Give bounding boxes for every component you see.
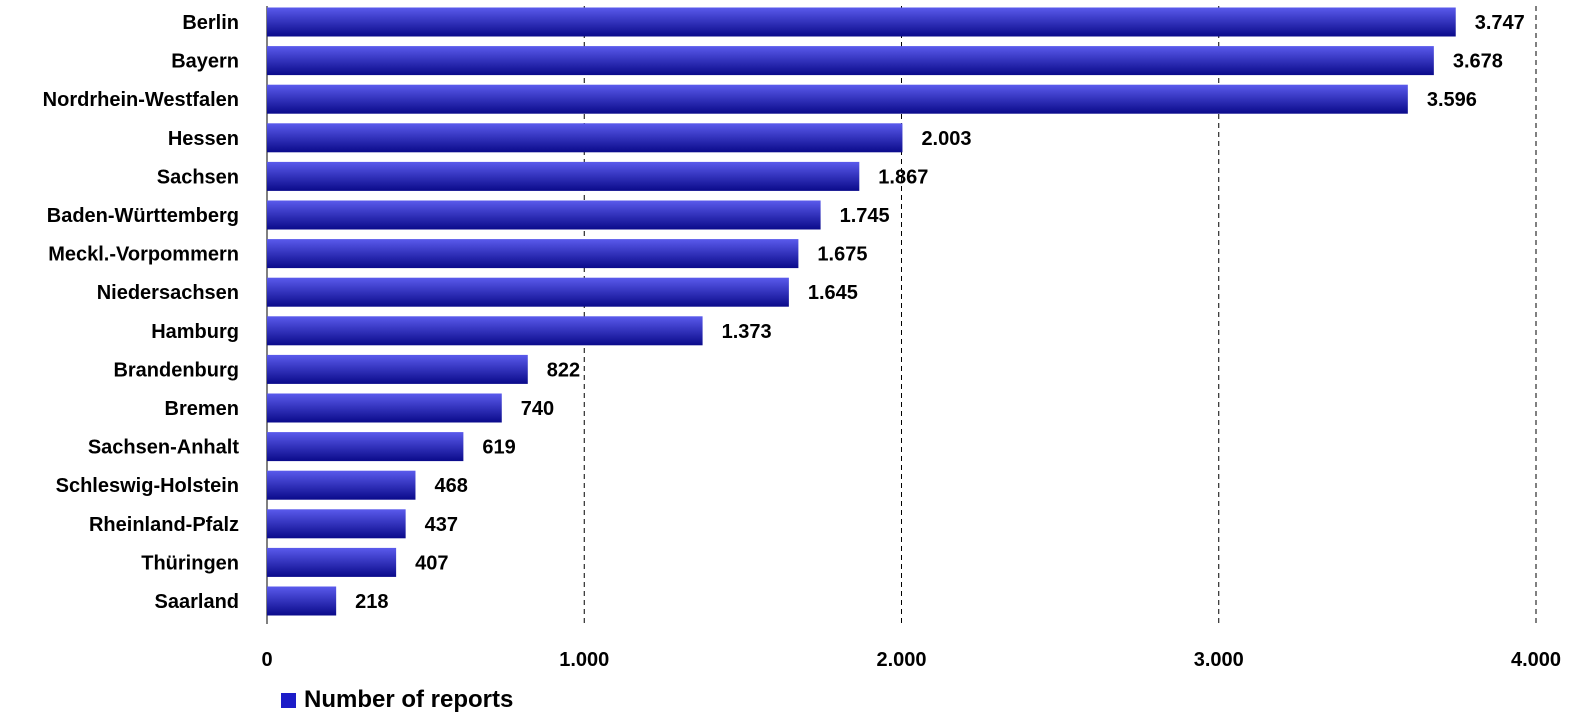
- category-label: Bremen: [165, 398, 239, 420]
- category-label: Hamburg: [151, 321, 239, 343]
- category-label: Saarland: [155, 591, 239, 613]
- x-tick-label: 3.000: [1194, 649, 1244, 671]
- bar: [267, 547, 397, 577]
- bar: [267, 354, 528, 384]
- bar: [267, 161, 860, 191]
- bar: [267, 46, 1434, 76]
- category-labels: Berlin Bayern Nordrhein-Westfalen Hessen Sac…: [43, 12, 240, 613]
- data-label: 740: [521, 398, 554, 420]
- legend-swatch: [281, 692, 296, 708]
- bar: [267, 509, 406, 539]
- bar: [267, 7, 1456, 37]
- bar: [267, 470, 416, 500]
- bar: [267, 123, 903, 153]
- x-tick-label: 2.000: [876, 649, 926, 671]
- data-label: 1.867: [878, 166, 928, 188]
- category-label: Bayern: [171, 51, 239, 73]
- data-label: 3.747: [1475, 12, 1525, 34]
- category-label: Hessen: [168, 128, 239, 150]
- bar: [267, 84, 1408, 114]
- category-label: Nordrhein-Westfalen: [43, 89, 239, 111]
- category-label: Rheinland-Pfalz: [89, 514, 239, 536]
- category-label: Sachsen-Anhalt: [88, 437, 239, 459]
- bar: [267, 277, 789, 307]
- legend: Number of reports: [281, 686, 513, 714]
- bar: [267, 239, 799, 269]
- bar: [267, 316, 703, 346]
- x-tick-label: 4.000: [1511, 649, 1561, 671]
- data-label: 822: [547, 359, 580, 381]
- category-label: Sachsen: [157, 166, 239, 188]
- data-label: 3.678: [1453, 51, 1503, 73]
- category-label: Brandenburg: [113, 359, 239, 381]
- x-tick-label: 1.000: [559, 649, 609, 671]
- category-label: Niedersachsen: [97, 282, 239, 304]
- bar: [267, 432, 464, 462]
- category-label: Meckl.-Vorpommern: [48, 244, 239, 266]
- category-label: Berlin: [182, 12, 239, 34]
- x-tick-labels: 0 1.000 2.000 3.000 4.000: [261, 649, 1561, 671]
- category-label: Schleswig-Holstein: [56, 475, 239, 497]
- bar: [267, 393, 502, 423]
- data-label: 3.596: [1427, 89, 1477, 111]
- bar: [267, 586, 337, 616]
- data-label: 1.645: [808, 282, 858, 304]
- data-label: 468: [434, 475, 467, 497]
- data-label: 437: [425, 514, 458, 536]
- data-label: 2.003: [921, 128, 971, 150]
- x-tick-label: 0: [261, 649, 272, 671]
- value-labels: 3.747 3.678 3.596 2.003 1.867 1.745 1.675 1.645…: [355, 12, 1525, 613]
- data-label: 407: [415, 552, 448, 574]
- bar-chart: Berlin Bayern Nordrhein-Westfalen Hessen Sac…: [43, 6, 1561, 671]
- legend-label: Number of reports: [304, 686, 514, 713]
- category-label: Thüringen: [141, 552, 239, 574]
- data-label: 1.373: [722, 321, 772, 343]
- data-label: 1.675: [817, 244, 867, 266]
- bar: [267, 200, 821, 230]
- data-label: 1.745: [840, 205, 890, 227]
- data-label: 619: [482, 437, 515, 459]
- category-label: Baden-Württemberg: [47, 205, 239, 227]
- bars: [267, 7, 1456, 616]
- data-label: 218: [355, 591, 388, 613]
